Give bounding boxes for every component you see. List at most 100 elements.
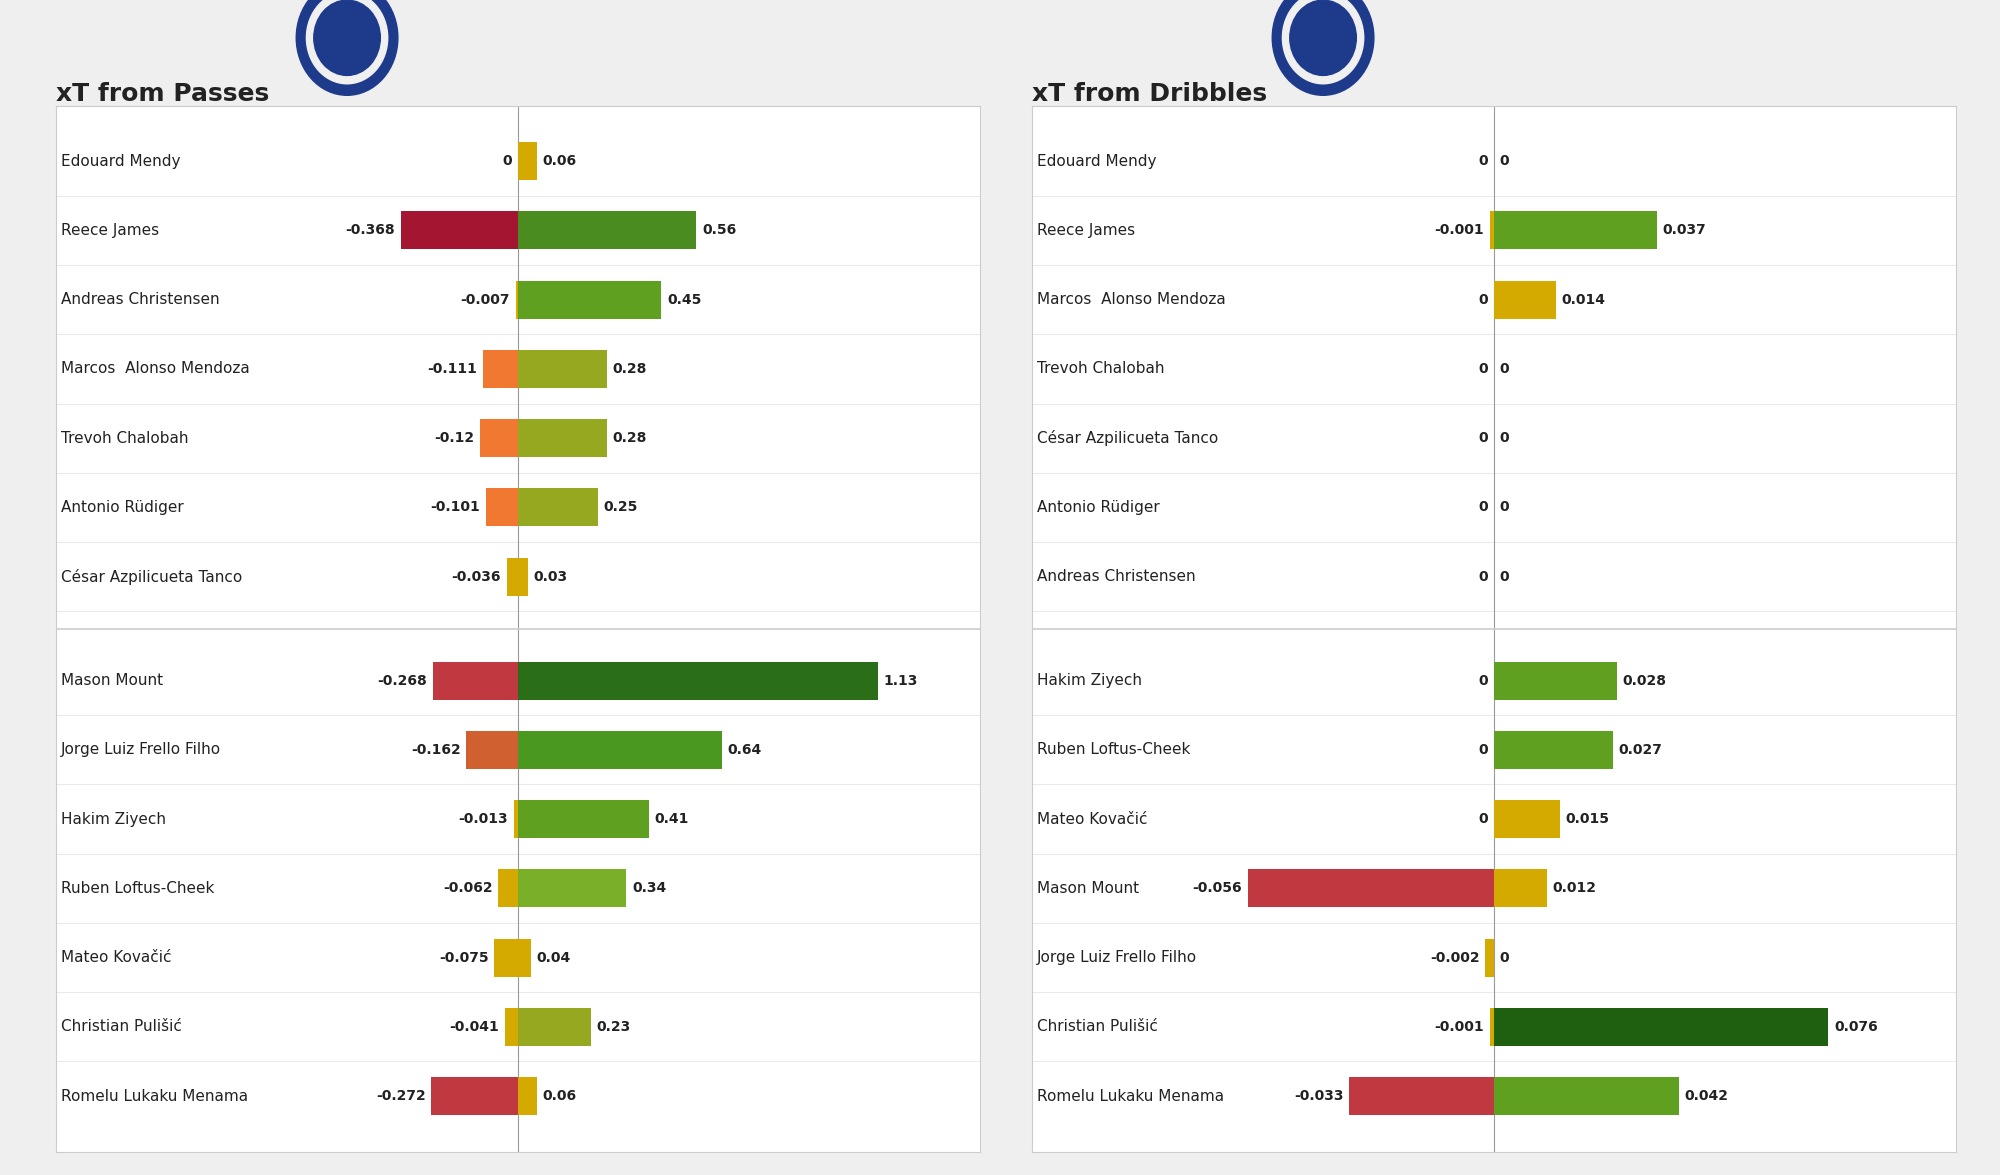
- Text: Trevoh Chalobah: Trevoh Chalobah: [60, 431, 188, 445]
- Text: Edouard Mendy: Edouard Mendy: [60, 154, 180, 169]
- Text: -0.036: -0.036: [452, 570, 500, 584]
- Text: Reece James: Reece James: [60, 223, 158, 237]
- Text: Antonio Rüdiger: Antonio Rüdiger: [60, 499, 184, 515]
- Bar: [482, 350, 518, 388]
- Bar: [1348, 1077, 1494, 1115]
- Text: 0: 0: [1500, 951, 1510, 965]
- Text: 0: 0: [1478, 501, 1488, 515]
- Bar: [514, 800, 518, 838]
- Bar: [518, 731, 722, 768]
- Text: 0: 0: [1500, 570, 1510, 584]
- Circle shape: [314, 0, 380, 75]
- Text: Marcos  Alonso Mendoza: Marcos Alonso Mendoza: [1036, 293, 1226, 307]
- Circle shape: [306, 0, 388, 83]
- Text: -0.007: -0.007: [460, 293, 510, 307]
- Text: 0: 0: [1478, 431, 1488, 445]
- Bar: [518, 870, 626, 907]
- Bar: [518, 939, 530, 976]
- Text: 0.027: 0.027: [1618, 743, 1662, 757]
- Text: Romelu Lukaku Menama: Romelu Lukaku Menama: [60, 1088, 248, 1103]
- Bar: [498, 870, 518, 907]
- Text: 0.28: 0.28: [612, 431, 648, 445]
- Bar: [518, 558, 528, 596]
- Text: 0.042: 0.042: [1684, 1089, 1728, 1103]
- Text: 0: 0: [1500, 501, 1510, 515]
- Bar: [1490, 1008, 1494, 1046]
- Text: 0.45: 0.45: [666, 293, 702, 307]
- Text: Mateo Kovačić: Mateo Kovačić: [60, 951, 172, 965]
- Text: 0: 0: [1478, 673, 1488, 687]
- Bar: [480, 419, 518, 457]
- Text: Edouard Mendy: Edouard Mendy: [1036, 154, 1156, 169]
- Text: -0.162: -0.162: [412, 743, 460, 757]
- Text: 0.015: 0.015: [1566, 812, 1610, 826]
- Text: -0.12: -0.12: [434, 431, 474, 445]
- Text: 0.03: 0.03: [534, 570, 568, 584]
- Text: -0.368: -0.368: [346, 223, 396, 237]
- Text: 0: 0: [1500, 362, 1510, 376]
- Text: xT from Dribbles: xT from Dribbles: [1032, 82, 1268, 106]
- Bar: [1494, 870, 1546, 907]
- Circle shape: [1282, 0, 1364, 83]
- Bar: [432, 662, 518, 699]
- Text: Mason Mount: Mason Mount: [1036, 881, 1138, 895]
- Text: 0: 0: [502, 154, 512, 168]
- Text: César Azpilicueta Tanco: César Azpilicueta Tanco: [60, 569, 242, 585]
- Text: Marcos  Alonso Mendoza: Marcos Alonso Mendoza: [60, 362, 250, 376]
- Bar: [494, 939, 518, 976]
- Bar: [1486, 939, 1494, 976]
- Bar: [432, 1077, 518, 1115]
- Bar: [518, 281, 662, 318]
- Bar: [518, 350, 608, 388]
- Text: 0.64: 0.64: [728, 743, 762, 757]
- Circle shape: [1272, 0, 1374, 95]
- Bar: [1494, 1077, 1678, 1115]
- Text: Jorge Luiz Frello Filho: Jorge Luiz Frello Filho: [60, 743, 220, 758]
- Bar: [1494, 662, 1618, 699]
- Circle shape: [1290, 0, 1356, 75]
- Text: 0.014: 0.014: [1562, 293, 1606, 307]
- Text: César Azpilicueta Tanco: César Azpilicueta Tanco: [1036, 430, 1218, 446]
- Bar: [1494, 281, 1556, 318]
- Text: 0: 0: [1478, 362, 1488, 376]
- Bar: [1490, 212, 1494, 249]
- Circle shape: [296, 0, 398, 95]
- Bar: [1494, 1008, 1828, 1046]
- Text: -0.013: -0.013: [458, 812, 508, 826]
- Text: -0.268: -0.268: [378, 673, 428, 687]
- Text: -0.041: -0.041: [450, 1020, 500, 1034]
- Text: -0.002: -0.002: [1430, 951, 1480, 965]
- Bar: [516, 281, 518, 318]
- Text: Ruben Loftus-Cheek: Ruben Loftus-Cheek: [60, 881, 214, 895]
- Text: Mason Mount: Mason Mount: [60, 673, 162, 689]
- Text: Romelu Lukaku Menama: Romelu Lukaku Menama: [1036, 1088, 1224, 1103]
- Text: Hakim Ziyech: Hakim Ziyech: [60, 812, 166, 826]
- Text: Christian Pulišić: Christian Pulišić: [60, 1020, 182, 1034]
- Text: -0.062: -0.062: [444, 881, 492, 895]
- Text: 0: 0: [1478, 570, 1488, 584]
- Text: 0: 0: [1500, 154, 1510, 168]
- Bar: [518, 489, 598, 526]
- Text: -0.111: -0.111: [428, 362, 478, 376]
- Text: 0.25: 0.25: [604, 501, 638, 515]
- Text: -0.075: -0.075: [438, 951, 488, 965]
- Text: 0: 0: [1478, 293, 1488, 307]
- Text: 0.34: 0.34: [632, 881, 666, 895]
- Text: Jorge Luiz Frello Filho: Jorge Luiz Frello Filho: [1036, 951, 1196, 965]
- Text: Ruben Loftus-Cheek: Ruben Loftus-Cheek: [1036, 743, 1190, 758]
- Text: Christian Pulišić: Christian Pulišić: [1036, 1020, 1158, 1034]
- Bar: [518, 142, 538, 180]
- Text: 0.41: 0.41: [654, 812, 688, 826]
- Text: -0.001: -0.001: [1434, 223, 1484, 237]
- Bar: [1494, 212, 1656, 249]
- Text: Andreas Christensen: Andreas Christensen: [1036, 569, 1196, 584]
- Text: xT from Passes: xT from Passes: [56, 82, 270, 106]
- Text: 0.28: 0.28: [612, 362, 648, 376]
- Text: 0.037: 0.037: [1662, 223, 1706, 237]
- Text: -0.033: -0.033: [1294, 1089, 1344, 1103]
- Bar: [518, 419, 608, 457]
- Bar: [1494, 800, 1560, 838]
- Text: Trevoh Chalobah: Trevoh Chalobah: [1036, 362, 1164, 376]
- Text: 0.076: 0.076: [1834, 1020, 1878, 1034]
- Bar: [504, 1008, 518, 1046]
